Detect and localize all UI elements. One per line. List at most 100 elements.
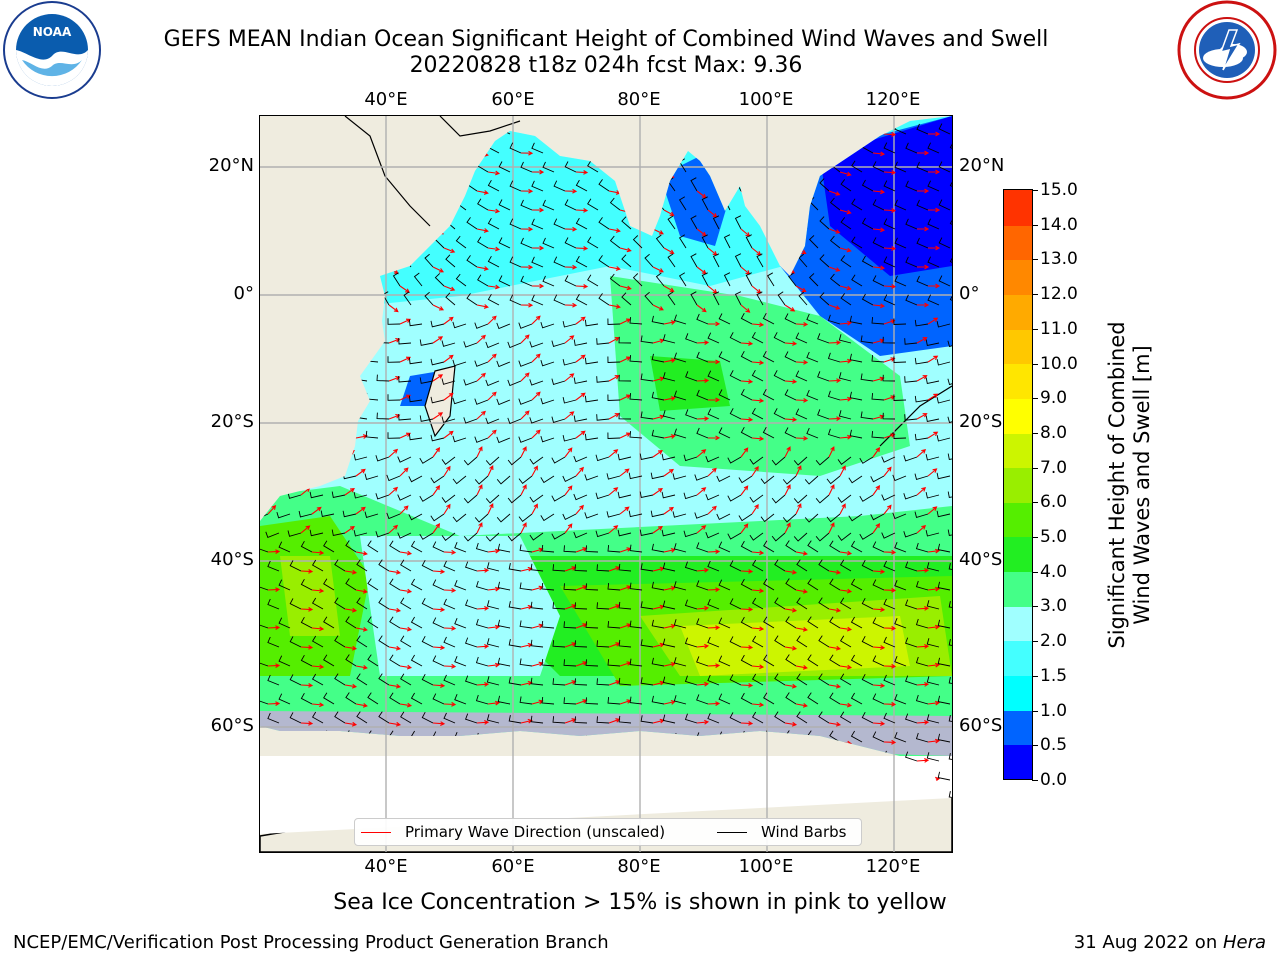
wind-barb: [306, 121, 312, 134]
legend-item-wind-barbs: Wind Barbs: [717, 823, 846, 841]
wave-direction-arrow: [301, 417, 312, 421]
footer-host: Hera: [1223, 932, 1266, 953]
wave-direction-arrow: [356, 286, 364, 293]
wind-barb: [599, 141, 609, 153]
wind-barb: [351, 159, 357, 172]
wave-direction-arrow: [356, 210, 364, 217]
colorbar-segment: [1004, 744, 1032, 780]
wind-barb: [317, 140, 323, 153]
wind-barb: [333, 334, 345, 343]
wave-direction-arrow: [697, 153, 706, 160]
wave-direction-arrow: [356, 397, 367, 401]
wave-direction-arrow: [389, 153, 398, 160]
colorbar-tick-label: 9.0: [1040, 389, 1067, 407]
wave-direction-arrow: [389, 229, 398, 236]
colorbar-tick-label: 12.0: [1040, 285, 1078, 303]
wind-barb: [301, 428, 312, 438]
wind-barb: [340, 140, 346, 153]
wind-barb: [372, 235, 378, 248]
colorbar-segment: [1004, 502, 1032, 538]
wind-barb: [351, 273, 357, 286]
wind-barb: [586, 735, 598, 742]
wind-barb: [294, 178, 301, 191]
wind-barb: [306, 235, 312, 248]
colorbar-segment: [1004, 190, 1032, 226]
wind-barb: [764, 731, 774, 742]
wind-barb: [362, 292, 368, 305]
wave-direction-arrow: [356, 741, 367, 745]
wave-direction-arrow: [400, 741, 411, 745]
lat-tick-right: 20°N: [959, 156, 1004, 176]
wind-barb: [260, 235, 268, 248]
colorbar-tick-label: 5.0: [1040, 528, 1067, 546]
colorbar-tick-label: 10.0: [1040, 355, 1078, 373]
wind-barb: [260, 159, 268, 172]
wind-barb: [301, 314, 312, 324]
wind-barb: [317, 254, 323, 267]
wave-direction-arrow: [268, 248, 278, 253]
wave-direction-arrow: [312, 741, 323, 745]
wave-direction-arrow: [840, 134, 851, 138]
wave-direction-arrow: [752, 741, 763, 745]
wind-barb: [317, 178, 323, 191]
wind-barb: [521, 124, 532, 134]
wind-barb: [611, 122, 621, 134]
wind-barb: [362, 178, 368, 191]
colorbar-tick-label: 13.0: [1040, 250, 1078, 268]
wind-barb: [283, 197, 290, 210]
wave-direction-arrow: [620, 172, 631, 176]
wind-barb: [260, 197, 268, 210]
wind-barb: [611, 160, 621, 172]
wind-barb: [328, 235, 334, 248]
wave-direction-arrow: [345, 191, 354, 198]
wind-barb: [268, 332, 279, 343]
wind-barb: [260, 476, 268, 482]
wave-direction-arrow: [356, 321, 367, 325]
wind-barb: [394, 121, 401, 134]
legend-label: Wind Barbs: [761, 823, 846, 841]
wind-barb: [306, 273, 312, 286]
wind-barb: [746, 197, 752, 210]
chart-title: GEFS MEAN Indian Ocean Significant Heigh…: [0, 27, 1212, 53]
wave-direction-arrow: [609, 153, 620, 157]
wave-direction-arrow: [444, 134, 454, 139]
wave-direction-arrow: [345, 305, 354, 312]
lat-tick-right: 60°S: [959, 716, 1002, 736]
wind-barb: [810, 159, 818, 172]
wind-barb: [576, 142, 587, 153]
wind-barb: [657, 197, 665, 210]
wave-direction-arrow: [268, 437, 279, 441]
wave-direction-arrow: [785, 267, 794, 273]
colorbar-tick-label: 1.0: [1040, 702, 1067, 720]
sea-ice-note: Sea Ice Concentration > 15% is shown in …: [259, 890, 1021, 915]
wind-barb: [333, 410, 345, 419]
wind-barb: [415, 121, 423, 134]
wind-barb: [294, 254, 301, 267]
wind-barb: [333, 372, 345, 381]
wind-barb: [456, 160, 466, 172]
wind-barb: [260, 427, 268, 438]
wave-direction-arrow: [268, 468, 275, 476]
wind-barb: [498, 734, 510, 742]
wave-direction-arrow: [345, 378, 356, 382]
red-line-icon: [361, 832, 391, 833]
wave-direction-arrow: [708, 134, 717, 141]
colorbar-tick-label: 6.0: [1040, 493, 1067, 511]
wave-height-map: [259, 115, 953, 853]
wave-direction-arrow: [576, 738, 586, 742]
wind-barb: [294, 140, 301, 153]
wind-barb: [725, 121, 731, 134]
wave-direction-arrow: [312, 322, 323, 326]
wave-direction-arrow: [653, 191, 663, 196]
wind-barb: [344, 354, 356, 362]
wave-direction-arrow: [785, 191, 794, 197]
wind-barb: [841, 141, 851, 153]
wind-barb: [477, 733, 489, 742]
colorbar-segment: [1004, 363, 1032, 399]
wave-direction-arrow: [345, 229, 354, 236]
wind-barb: [564, 735, 576, 742]
wave-direction-arrow: [785, 229, 794, 235]
wave-direction-arrow: [532, 132, 543, 136]
lat-tick-left: 60°S: [211, 716, 254, 736]
wave-direction-arrow: [312, 436, 323, 440]
